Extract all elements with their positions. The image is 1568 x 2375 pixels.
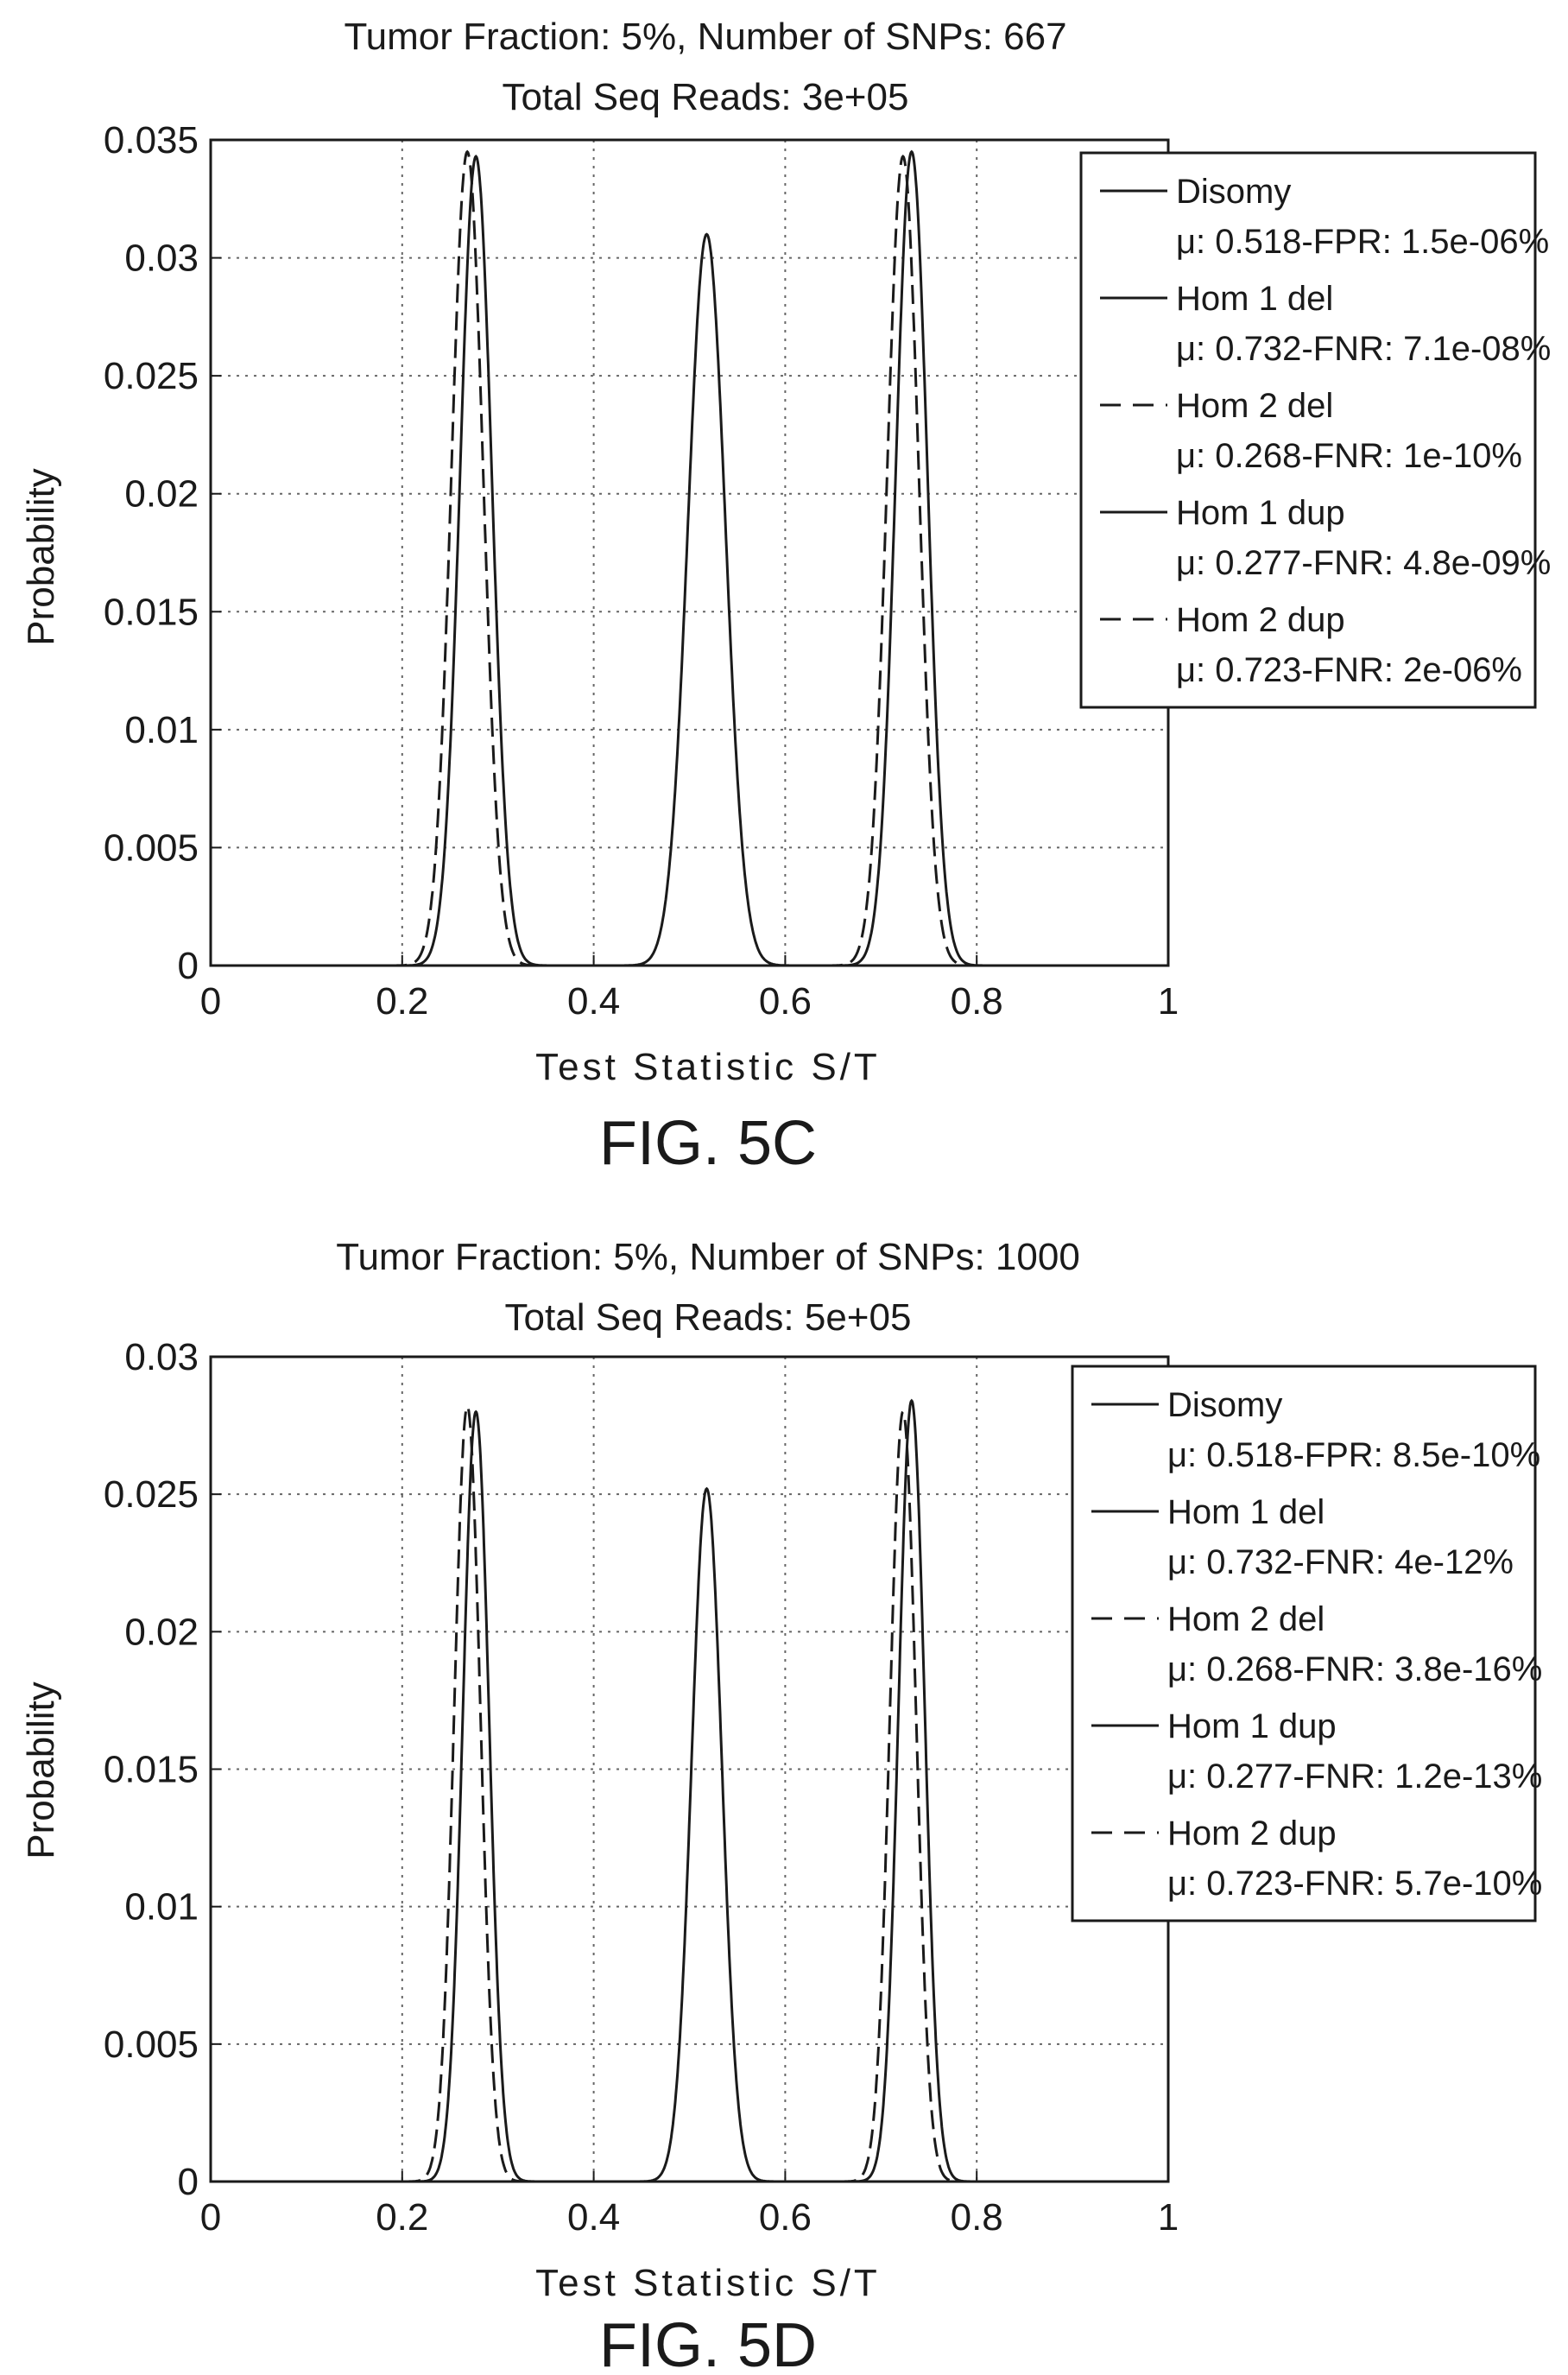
legend-series-stat: μ: 0.277-FNR: 1.2e-13%: [1167, 1758, 1542, 1796]
y-tick-label: 0.005: [104, 826, 199, 869]
y-tick-label: 0.035: [104, 119, 199, 162]
y-axis-label: Probability: [20, 468, 62, 645]
legend-series-name: Disomy: [1167, 1386, 1282, 1424]
series-line-hom-2-dup: [837, 1409, 969, 2183]
series-line-hom-1-del: [845, 1398, 977, 2183]
grid-lines: [211, 1357, 1168, 2182]
y-tick-label: 0.03: [124, 1336, 199, 1378]
x-tick-label: 1: [1158, 2196, 1179, 2239]
y-tick-label: 0.025: [104, 355, 199, 397]
y-tick-label: 0.01: [124, 709, 199, 751]
series-line-hom-2-del: [401, 1403, 534, 2183]
y-tick-label: 0.01: [124, 1886, 199, 1928]
legend-series-name: Hom 2 del: [1167, 1600, 1325, 1638]
legend-series-stat: μ: 0.518-FPR: 1.5e-06%: [1176, 223, 1549, 261]
chart-fig-5c: Tumor Fraction: 5%, Number of SNPs: 667 …: [20, 16, 1551, 1178]
y-tick-label: 0.005: [104, 2024, 199, 2066]
legend-series-name: Hom 2 del: [1176, 387, 1333, 425]
x-tick-label: 0.4: [567, 980, 620, 1023]
y-tick-label: 0.025: [104, 1473, 199, 1516]
y-tick-label: 0.015: [104, 591, 199, 633]
axis-ticks: 0 0.2 0.4 0.6 0.8 1 0 0.005 0.01 0.015 0.02 0.025 0.…: [104, 1336, 1179, 2239]
chart-subtitle: Total Seq Reads: 3e+05: [503, 76, 909, 118]
figure-caption: FIG. 5D: [599, 2311, 817, 2375]
legend-series-name: Hom 1 del: [1176, 280, 1333, 318]
x-axis-label: Test Statistic S/T: [535, 2262, 881, 2304]
plot-frame: [209, 138, 1170, 967]
x-tick-label: 0: [200, 980, 221, 1023]
x-tick-label: 0: [200, 2196, 221, 2239]
y-tick-label: 0.02: [124, 473, 199, 516]
series-line-hom-1-dup: [396, 154, 556, 967]
series-line-hom-1-del: [831, 149, 991, 967]
legend-series-stat: μ: 0.268-FNR: 1e-10%: [1176, 437, 1522, 475]
series-lines: [401, 1398, 977, 2183]
legend-series-name: Hom 1 dup: [1176, 494, 1345, 532]
legend-series-stat: μ: 0.518-FPR: 8.5e-10%: [1167, 1436, 1540, 1474]
y-axis-label: Probability: [20, 1682, 62, 1859]
legend-series-name: Disomy: [1176, 173, 1291, 211]
x-tick-label: 0.2: [376, 980, 428, 1023]
x-axis-label: Test Statistic S/T: [535, 1046, 881, 1088]
x-tick-label: 0.6: [759, 2196, 812, 2239]
y-tick-label: 0.015: [104, 1749, 199, 1791]
y-tick-label: 0.02: [124, 1611, 199, 1653]
series-line-disomy: [630, 1486, 783, 2183]
y-tick-label: 0.03: [124, 238, 199, 280]
legend-series-stat: μ: 0.268-FNR: 3.8e-16%: [1167, 1650, 1542, 1688]
x-tick-label: 0.8: [951, 980, 1003, 1023]
legend-series-name: Hom 2 dup: [1167, 1814, 1337, 1852]
series-line-hom-2-del: [388, 149, 547, 967]
y-tick-label: 0: [178, 2161, 199, 2203]
x-tick-label: 0.4: [567, 2196, 620, 2239]
series-lines: [388, 149, 991, 967]
chart-fig-5d: Tumor Fraction: 5%, Number of SNPs: 1000…: [20, 1236, 1542, 2375]
figure-caption: FIG. 5C: [599, 1109, 817, 1178]
legend: Disomy μ: 0.518-FPR: 8.5e-10% Hom 1 del μ: …: [1071, 1365, 1542, 1922]
legend-series-stat: μ: 0.732-FNR: 4e-12%: [1167, 1543, 1514, 1581]
legend-series-stat: μ: 0.277-FNR: 4.8e-09%: [1176, 544, 1551, 582]
legend-box: [1079, 151, 1537, 709]
legend: Disomy μ: 0.518-FPR: 1.5e-06% Hom 1 del μ: …: [1079, 151, 1551, 709]
legend-series-stat: μ: 0.723-FNR: 5.7e-10%: [1167, 1865, 1542, 1903]
legend-series-name: Hom 1 del: [1167, 1493, 1325, 1531]
axis-ticks: 0 0.2 0.4 0.6 0.8 1 0 0.005 0.01 0.015 0.02 0.025 0.…: [104, 119, 1179, 1023]
chart-title: Tumor Fraction: 5%, Number of SNPs: 667: [344, 16, 1066, 58]
series-line-disomy: [613, 232, 800, 967]
x-tick-label: 0.2: [376, 2196, 428, 2239]
series-line-hom-2-dup: [823, 154, 983, 967]
legend-box: [1071, 1365, 1537, 1922]
x-tick-label: 0.8: [951, 2196, 1003, 2239]
grid-lines: [211, 140, 1168, 966]
legend-series-name: Hom 2 dup: [1176, 601, 1345, 639]
y-tick-label: 0: [178, 945, 199, 987]
chart-title: Tumor Fraction: 5%, Number of SNPs: 1000: [336, 1236, 1080, 1278]
legend-series-stat: μ: 0.723-FNR: 2e-06%: [1176, 651, 1522, 689]
legend-series-stat: μ: 0.732-FNR: 7.1e-08%: [1176, 330, 1551, 368]
x-tick-label: 0.6: [759, 980, 812, 1023]
x-tick-label: 1: [1158, 980, 1179, 1023]
legend-series-name: Hom 1 dup: [1167, 1707, 1337, 1745]
chart-subtitle: Total Seq Reads: 5e+05: [505, 1296, 912, 1339]
series-line-hom-1-dup: [410, 1409, 542, 2183]
